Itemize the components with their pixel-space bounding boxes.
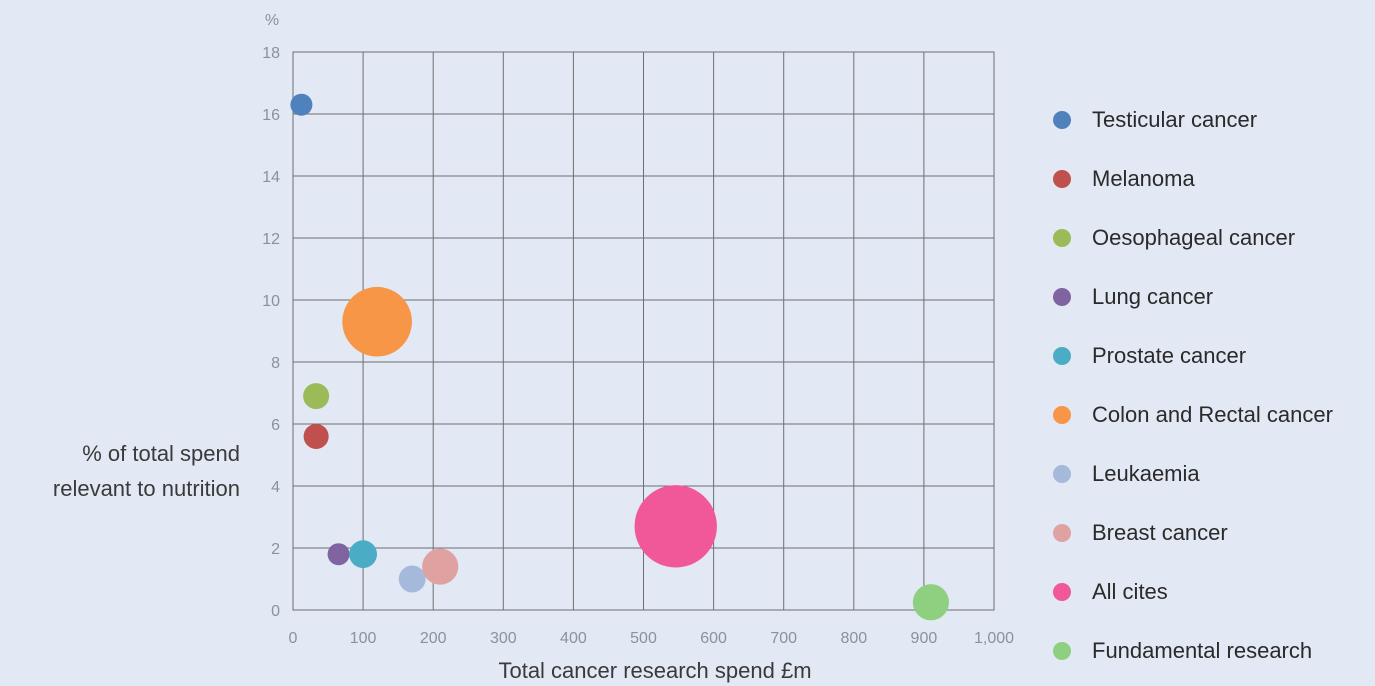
bubble-point — [634, 485, 717, 568]
legend-label: Colon and Rectal cancer — [1092, 402, 1333, 427]
legend-marker — [1053, 642, 1071, 660]
legend-marker — [1053, 583, 1071, 601]
legend-label: Breast cancer — [1092, 520, 1228, 545]
legend: Testicular cancer Melanoma Oesophageal can… — [1053, 107, 1333, 663]
x-tick-label: 1,000 — [974, 630, 1014, 647]
x-tick-label: 700 — [770, 630, 797, 647]
y-tick-label: 2 — [271, 541, 280, 558]
legend-label: Melanoma — [1092, 166, 1195, 191]
x-tick-label: 100 — [350, 630, 377, 647]
legend-label: All cites — [1092, 579, 1168, 604]
y-tick-label: 0 — [271, 603, 280, 620]
legend-marker — [1053, 465, 1071, 483]
bubble-point — [303, 383, 330, 410]
bubble-point — [303, 423, 329, 449]
bubble-point — [327, 543, 350, 566]
y-tick-label: 18 — [262, 45, 280, 62]
legend-label: Oesophageal cancer — [1092, 225, 1295, 250]
bubble-point — [422, 548, 459, 585]
x-tick-label: 800 — [840, 630, 867, 647]
x-tick-label: 200 — [420, 630, 447, 647]
bubble-point — [912, 584, 949, 621]
y-axis-label-line-1: % of total spend — [82, 441, 240, 466]
x-axis-label: Total cancer research spend £m — [498, 658, 811, 683]
y-tick-label: 12 — [262, 231, 280, 248]
legend-label: Prostate cancer — [1092, 343, 1246, 368]
legend-marker — [1053, 170, 1071, 188]
legend-marker — [1053, 111, 1071, 129]
bubble-point — [342, 286, 412, 357]
legend-label: Lung cancer — [1092, 284, 1213, 309]
legend-label: Testicular cancer — [1092, 107, 1257, 132]
x-tick-label: 900 — [911, 630, 938, 647]
bubbles-layer — [290, 93, 949, 621]
y-tick-label: 10 — [262, 293, 280, 310]
legend-marker — [1053, 288, 1071, 306]
y-tick-label: 16 — [262, 107, 280, 124]
y-axis-label-line-2: relevant to nutrition — [53, 476, 240, 501]
legend-marker — [1053, 524, 1071, 542]
x-tick-label: 0 — [289, 630, 298, 647]
legend-label: Leukaemia — [1092, 461, 1200, 486]
x-tick-label: 600 — [700, 630, 727, 647]
legend-marker — [1053, 406, 1071, 424]
y-tick-label: 14 — [262, 169, 280, 186]
y-tick-label: 4 — [271, 479, 280, 496]
bubble-point — [290, 93, 313, 116]
y-axis-unit: % — [265, 12, 279, 29]
legend-marker — [1053, 347, 1071, 365]
bubble-point — [349, 540, 378, 569]
legend-marker — [1053, 229, 1071, 247]
y-tick-label: 8 — [271, 355, 280, 372]
x-tick-label: 500 — [630, 630, 657, 647]
x-tick-label: 400 — [560, 630, 587, 647]
y-tick-label: 6 — [271, 417, 280, 434]
x-tick-label: 300 — [490, 630, 517, 647]
legend-label: Fundamental research — [1092, 638, 1312, 663]
bubble-point — [398, 565, 426, 593]
